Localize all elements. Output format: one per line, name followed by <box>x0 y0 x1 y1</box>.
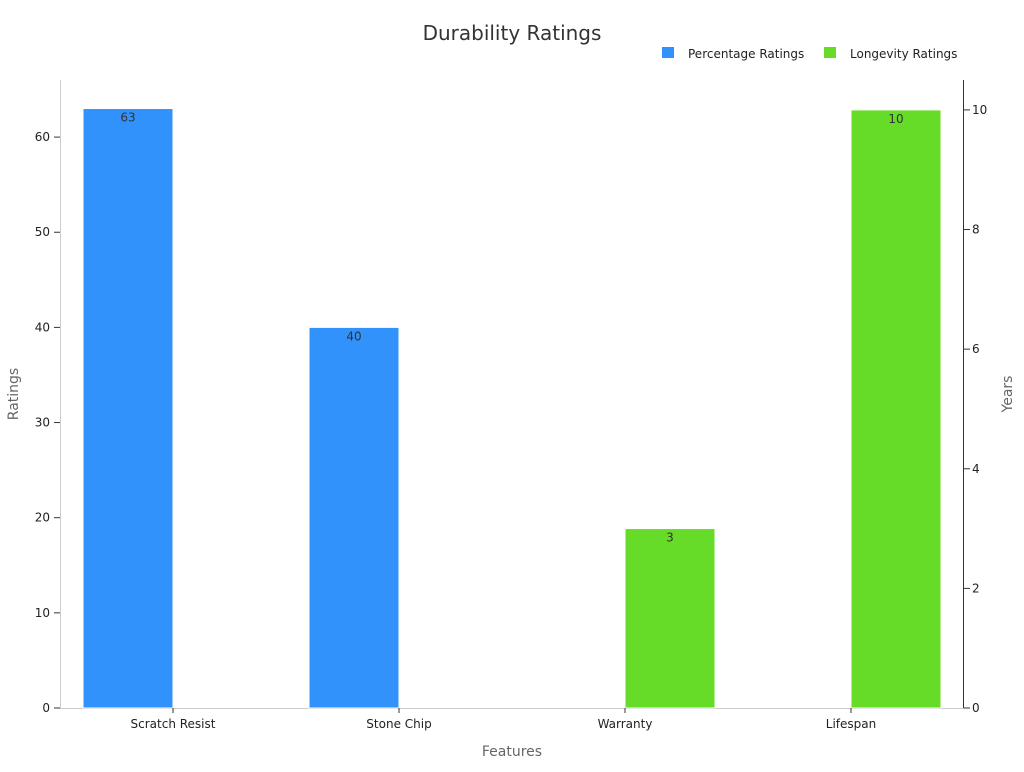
left-tick-label: 20 <box>35 511 50 525</box>
y-axis-title: Ratings <box>6 368 22 420</box>
bar-data-label: 3 <box>666 531 674 545</box>
legend-swatch-percentage <box>662 47 674 58</box>
bar-percentage <box>308 326 400 709</box>
x-axis-title: Features <box>482 744 542 760</box>
y2-axis-title: Years <box>1000 376 1016 414</box>
legend: Percentage Ratings Longevity Ratings <box>662 47 957 61</box>
x-tick-label: Stone Chip <box>366 717 431 731</box>
legend-label-longevity: Longevity Ratings <box>850 47 957 61</box>
x-axis-ticks: Scratch Resist Stone Chip Warranty Lifespan <box>131 708 876 731</box>
legend-label-percentage: Percentage Ratings <box>688 47 804 61</box>
x-tick-label: Warranty <box>598 717 653 731</box>
right-tick-label: 4 <box>972 462 980 476</box>
bar-data-label: 40 <box>346 329 361 343</box>
bar-data-label: 63 <box>120 111 135 125</box>
bars-group <box>82 108 942 709</box>
bar-longevity <box>850 109 942 709</box>
legend-swatch-longevity <box>824 47 836 58</box>
right-tick-label: 8 <box>972 223 980 237</box>
data-labels-group: 63 40 3 10 <box>120 111 903 545</box>
left-tick-label: 0 <box>42 701 50 715</box>
left-tick-label: 10 <box>35 606 50 620</box>
right-axis-ticks: 0 2 4 6 8 10 <box>964 103 987 715</box>
left-tick-label: 60 <box>35 130 50 144</box>
right-tick-label: 10 <box>972 103 987 117</box>
chart-title: Durability Ratings <box>423 21 602 45</box>
bar-percentage <box>82 108 174 709</box>
x-tick-label: Scratch Resist <box>131 717 216 731</box>
x-tick-label: Lifespan <box>826 717 876 731</box>
left-tick-label: 50 <box>35 225 50 239</box>
left-tick-label: 30 <box>35 416 50 430</box>
left-tick-label: 40 <box>35 320 50 334</box>
bar-data-label: 10 <box>888 112 903 126</box>
left-axis-ticks: 0 10 20 30 40 50 60 <box>35 130 60 715</box>
right-tick-label: 6 <box>972 342 980 356</box>
bar-longevity <box>624 528 716 709</box>
right-tick-label: 0 <box>972 701 980 715</box>
right-tick-label: 2 <box>972 581 980 595</box>
